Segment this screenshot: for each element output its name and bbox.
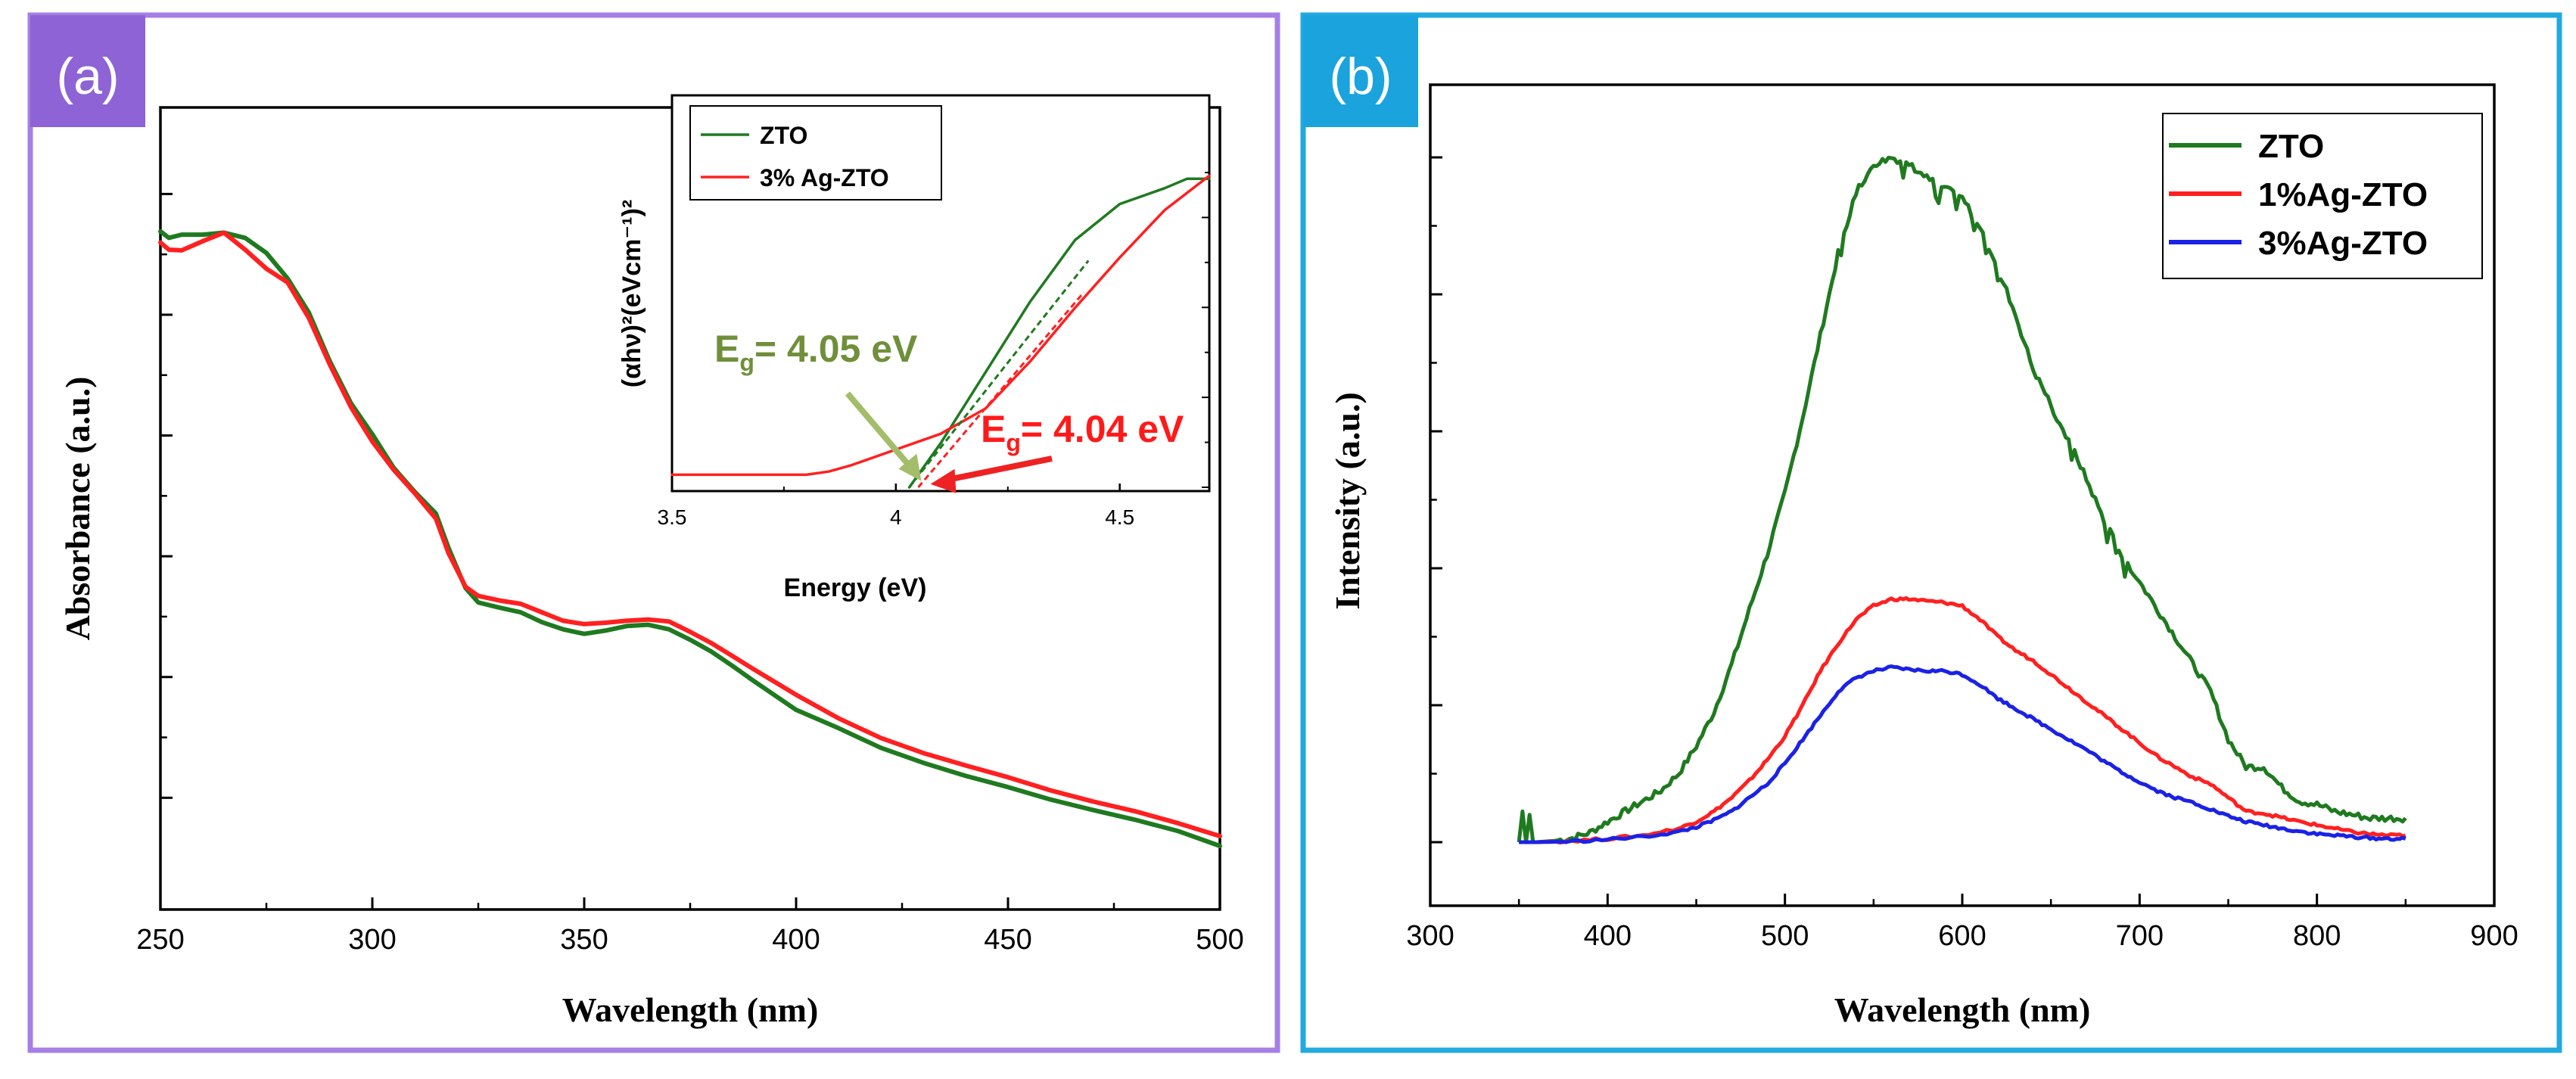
inset-series <box>670 174 1211 489</box>
inset-x-tick-label: 4 <box>890 505 902 529</box>
eg-zto-label: Eg= 4.05 eV <box>714 328 918 376</box>
panel-b-series-3-ag-zto <box>1519 664 2406 844</box>
eg-ag-label-main: E <box>981 408 1006 450</box>
panel-a-x-tick-label: 350 <box>560 924 608 956</box>
panel-b-x-tick-label: 600 <box>1938 920 1986 952</box>
panel-a-frame <box>27 12 1280 1053</box>
inset-tangent-zto <box>908 260 1090 488</box>
panel-a-y-ticks <box>160 192 173 799</box>
inset-legend-label-zto: ZTO <box>760 122 807 149</box>
panel-b-plot: 300 400 500 600 700 800 900 ZTO 1%Ag-ZTO 3%Ag-… <box>1406 83 2518 952</box>
inset-tangent-ag <box>917 291 1085 488</box>
eg-ag-arrow <box>947 456 1053 483</box>
inset-y-axis-label: (αhν)²(eVcm⁻¹)² <box>618 200 646 388</box>
panel-b-frame <box>1300 12 2562 1053</box>
panel-a-series-zto <box>158 229 1222 848</box>
eg-ag-label-sub: g <box>1006 429 1021 456</box>
panel-a-x-tick-label: 250 <box>136 924 184 956</box>
inset-x-tick-label: 4.5 <box>1105 505 1134 529</box>
inset-x-axis-label: Energy (eV) <box>784 574 927 602</box>
inset-legend-box <box>689 105 942 201</box>
eg-ag-label: Eg= 4.04 eV <box>981 408 1184 456</box>
panel-b-y-axis-label: Intensity (a.u.) <box>1328 392 1367 610</box>
panel-b-series-1-ag-zto <box>1519 595 2406 845</box>
panel-a-x-tick-label: 450 <box>984 924 1031 956</box>
eg-ag-arrowhead <box>930 468 957 493</box>
eg-zto-label-value: = 4.05 eV <box>754 328 918 370</box>
panel-b-x-tick-label: 700 <box>2116 920 2164 952</box>
eg-zto-label-main: E <box>714 328 739 370</box>
panel-a-series <box>158 229 1222 848</box>
inset-x-ticks: 3.5 4 4.5 <box>658 484 1134 529</box>
panel-a-label: (a) <box>56 48 119 105</box>
panel-b-x-tick-label: 800 <box>2293 920 2341 952</box>
inset-x-tick-label: 3.5 <box>658 505 687 529</box>
legend-label-zto: ZTO <box>2258 128 2324 165</box>
panel-a: (a) 250 300 350 400 450 500 Wavelength (nm) A… <box>27 12 1280 1053</box>
panel-a-series-3-ag-zto <box>158 230 1222 838</box>
inset-series-3-ag-zto <box>670 174 1211 477</box>
inset-legend: ZTO 3% Ag-ZTO <box>689 105 942 201</box>
eg-zto-arrowhead <box>898 453 922 481</box>
panel-a-x-tick-label: 400 <box>772 924 820 956</box>
panel-b-y-ticks <box>1430 156 1442 844</box>
panel-b-x-tick-label: 500 <box>1761 920 1809 952</box>
legend-label-3ag: 3%Ag-ZTO <box>2258 225 2428 262</box>
panel-b-x-tick-label: 900 <box>2470 920 2518 952</box>
panel-a-inset: 3.5 4 4.5 ZTO 3% Ag-ZTO Energy (eV) (αhν)²… <box>618 94 1211 602</box>
eg-ag-label-value: = 4.04 eV <box>1021 408 1184 450</box>
panel-b-series-zto <box>1517 155 2407 844</box>
eg-zto-annotation: Eg= 4.05 eV <box>714 328 922 481</box>
panel-b-x-tick-label: 300 <box>1406 920 1454 952</box>
inset-plot-frame <box>670 94 1211 493</box>
panel-b-x-ticks: 300 400 500 600 700 800 900 <box>1406 894 2518 952</box>
panel-b-x-axis-label: Wavelength (nm) <box>1834 990 2091 1029</box>
panel-b-series <box>1517 155 2407 845</box>
panel-b: (b) 300 400 500 600 700 800 900 ZTO 1%Ag-ZTO 3… <box>1300 12 2562 1053</box>
inset-y-ticks <box>1202 172 1209 488</box>
panel-a-y-axis-label: Absorbance (a.u.) <box>58 377 97 641</box>
inset-legend-label-ag: 3% Ag-ZTO <box>760 164 889 191</box>
panel-b-label: (b) <box>1329 48 1392 105</box>
panel-b-legend: ZTO 1%Ag-ZTO 3%Ag-ZTO <box>2162 113 2483 279</box>
legend-label-1ag: 1%Ag-ZTO <box>2258 176 2428 213</box>
eg-zto-label-sub: g <box>739 349 754 376</box>
inset-series-zto <box>907 177 1211 489</box>
eg-ag-annotation: Eg= 4.04 eV <box>930 408 1184 493</box>
eg-zto-arrow <box>845 391 913 470</box>
panel-b-x-tick-label: 400 <box>1584 920 1632 952</box>
panel-a-x-axis-label: Wavelength (nm) <box>562 990 819 1029</box>
panel-a-badge <box>30 15 145 127</box>
panel-a-x-tick-label: 500 <box>1196 924 1243 956</box>
panel-a-x-ticks: 250 300 350 400 450 500 <box>136 897 1244 956</box>
panel-a-x-tick-label: 300 <box>348 924 396 956</box>
panel-b-badge <box>1303 15 1418 127</box>
